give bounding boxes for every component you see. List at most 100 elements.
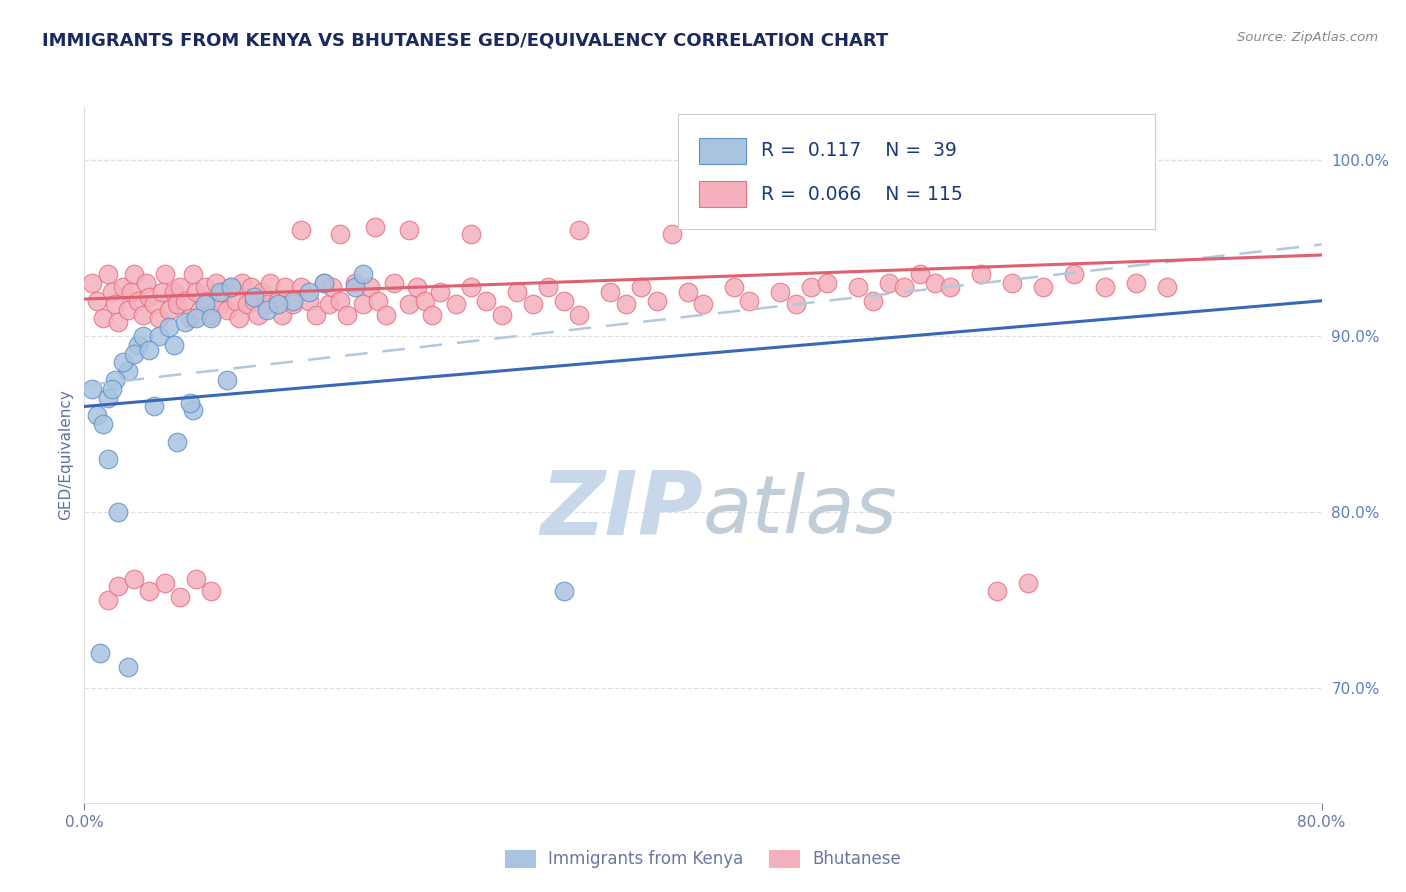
Point xyxy=(231,276,253,290)
Point xyxy=(169,279,191,293)
Point xyxy=(329,227,352,241)
Point xyxy=(166,434,188,449)
Point xyxy=(97,593,120,607)
Point xyxy=(104,297,127,311)
Point xyxy=(321,279,343,293)
Point xyxy=(283,293,305,308)
Point xyxy=(200,311,222,326)
Point xyxy=(97,452,120,467)
Point xyxy=(150,285,173,299)
Point xyxy=(491,308,513,322)
Point xyxy=(318,297,340,311)
Point xyxy=(1125,276,1147,290)
Point xyxy=(970,268,993,282)
Text: atlas: atlas xyxy=(703,472,898,549)
Point xyxy=(138,584,160,599)
Point xyxy=(1063,268,1085,282)
Point xyxy=(135,276,157,290)
Point xyxy=(344,276,367,290)
Point xyxy=(367,293,389,308)
Point xyxy=(553,584,575,599)
Point xyxy=(877,276,900,290)
Point xyxy=(132,308,155,322)
Point xyxy=(243,290,266,304)
Point xyxy=(298,285,321,299)
Point xyxy=(336,308,359,322)
Point xyxy=(132,329,155,343)
Point xyxy=(153,268,176,282)
Point xyxy=(645,293,668,308)
FancyBboxPatch shape xyxy=(699,137,747,164)
Point xyxy=(986,584,1008,599)
Point xyxy=(143,297,166,311)
Point xyxy=(939,279,962,293)
Point xyxy=(228,311,250,326)
Point xyxy=(112,355,135,369)
Point xyxy=(815,276,838,290)
Point xyxy=(676,285,699,299)
Point xyxy=(506,285,529,299)
Text: R =  0.117    N =  39: R = 0.117 N = 39 xyxy=(761,141,957,161)
Point xyxy=(568,308,591,322)
Point xyxy=(364,219,387,234)
Point xyxy=(398,223,420,237)
Point xyxy=(422,308,444,322)
Point xyxy=(197,293,219,308)
Point xyxy=(314,276,336,290)
Point xyxy=(1001,276,1024,290)
Point xyxy=(194,279,217,293)
Point xyxy=(86,409,108,423)
Point xyxy=(692,297,714,311)
Point xyxy=(107,505,129,519)
Point xyxy=(128,338,150,352)
Point xyxy=(243,293,266,308)
Point xyxy=(159,320,181,334)
Point xyxy=(382,276,405,290)
Point xyxy=(271,308,294,322)
Point xyxy=(153,575,176,590)
Point xyxy=(460,279,482,293)
Point xyxy=(240,279,263,293)
Point xyxy=(723,279,745,293)
Point xyxy=(181,403,204,417)
Point xyxy=(117,660,139,674)
Point xyxy=(429,285,451,299)
Point xyxy=(104,373,127,387)
Point xyxy=(194,297,217,311)
Point xyxy=(846,279,869,293)
Point xyxy=(236,297,259,311)
Point xyxy=(179,311,201,326)
Point xyxy=(166,297,188,311)
Point xyxy=(82,382,104,396)
Point xyxy=(174,293,197,308)
Point xyxy=(212,285,235,299)
Point xyxy=(200,308,222,322)
Point xyxy=(82,276,104,290)
Point xyxy=(184,572,207,586)
Point xyxy=(169,590,191,604)
Text: Source: ZipAtlas.com: Source: ZipAtlas.com xyxy=(1237,31,1378,45)
Point xyxy=(97,391,120,405)
Point xyxy=(215,302,238,317)
Point xyxy=(329,293,352,308)
FancyBboxPatch shape xyxy=(699,181,747,207)
Point xyxy=(138,343,160,358)
Point xyxy=(283,297,305,311)
Point xyxy=(117,302,139,317)
Point xyxy=(267,293,290,308)
Point xyxy=(738,293,761,308)
Point xyxy=(86,293,108,308)
Point xyxy=(352,268,374,282)
Point xyxy=(256,302,278,317)
Point xyxy=(1156,279,1178,293)
Point xyxy=(200,584,222,599)
Point xyxy=(174,315,197,329)
Point xyxy=(614,297,637,311)
Point xyxy=(1094,279,1116,293)
Point xyxy=(1017,575,1039,590)
Point xyxy=(1032,279,1054,293)
Point xyxy=(120,285,142,299)
Point xyxy=(460,227,482,241)
Point xyxy=(117,364,139,378)
Point xyxy=(143,400,166,414)
